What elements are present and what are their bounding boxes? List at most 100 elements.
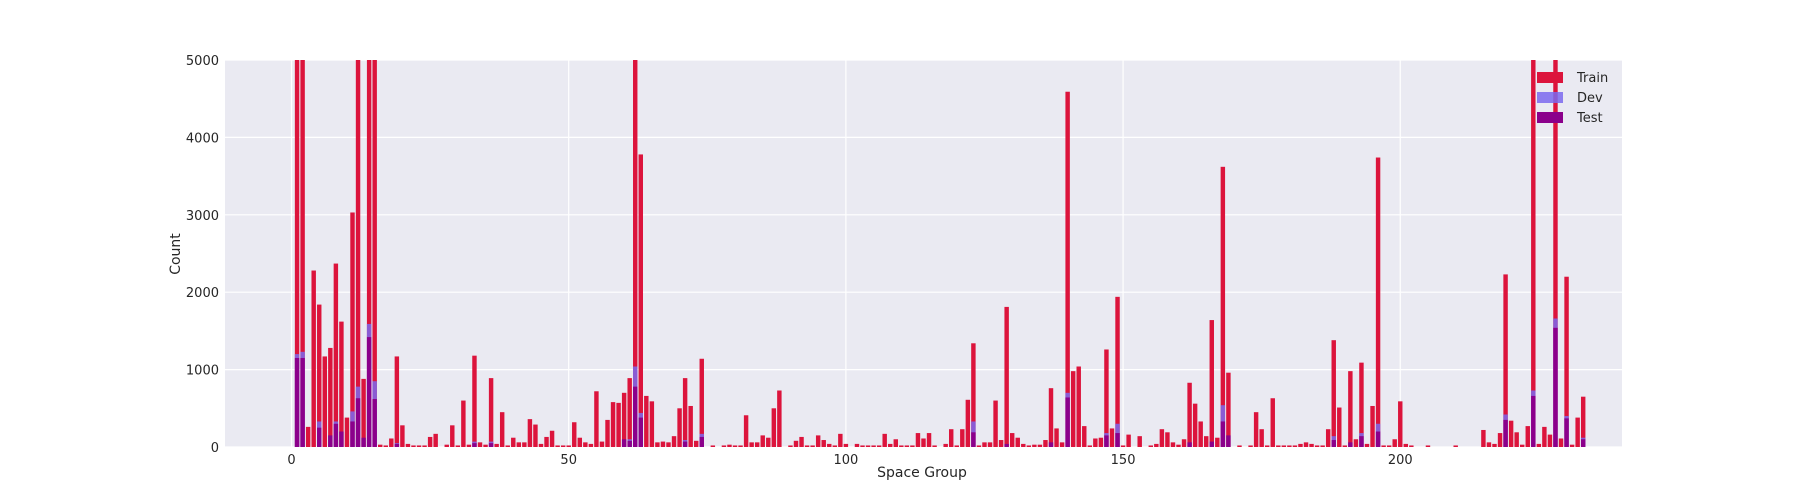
- test-bar: [366, 337, 372, 447]
- train-bar: [1070, 371, 1076, 447]
- train-bar: [477, 442, 483, 447]
- train-bar: [882, 433, 887, 447]
- train-bar: [1547, 434, 1553, 447]
- train-bar: [411, 445, 416, 447]
- train-bar: [444, 444, 449, 447]
- x-tick-label: 0: [287, 453, 295, 468]
- test-bar: [339, 431, 344, 447]
- train-bar: [1575, 417, 1580, 447]
- train-bar: [333, 263, 339, 447]
- x-tick-label: 50: [560, 453, 577, 468]
- train-bar: [433, 433, 438, 447]
- train-bar: [1126, 434, 1131, 447]
- test-bar: [633, 386, 638, 447]
- train-bar: [1542, 426, 1547, 447]
- train-bar: [965, 399, 971, 447]
- train-bar: [1564, 276, 1569, 447]
- train-bar: [832, 445, 838, 447]
- train-bar: [566, 445, 571, 447]
- train-bar: [893, 439, 898, 447]
- train-bar: [1093, 438, 1098, 447]
- train-bar: [1281, 445, 1287, 447]
- train-bar: [760, 435, 765, 447]
- test-bar: [333, 423, 339, 447]
- train-bar: [738, 445, 743, 447]
- train-bar: [422, 445, 427, 447]
- train-bar: [910, 445, 915, 447]
- train-bar: [549, 430, 555, 447]
- train-bar: [666, 442, 671, 447]
- y-tick-label: 5000: [186, 54, 219, 69]
- legend-swatch-test: [1537, 112, 1563, 123]
- train-bar: [1237, 445, 1242, 447]
- train-bar: [827, 443, 832, 447]
- train-bar: [1065, 91, 1070, 447]
- legend-swatch-dev: [1537, 92, 1563, 103]
- train-bar: [483, 444, 488, 447]
- test-bar: [1187, 442, 1192, 447]
- train-bar: [754, 442, 760, 447]
- y-tick-label: 4000: [186, 131, 219, 146]
- train-bar: [1248, 445, 1253, 447]
- train-bar: [366, 60, 372, 447]
- x-tick-label: 150: [1111, 453, 1136, 468]
- train-bar: [871, 445, 876, 447]
- train-bar: [610, 402, 616, 447]
- train-bar: [1481, 429, 1486, 447]
- train-bar: [350, 212, 355, 447]
- train-bar: [954, 445, 959, 447]
- train-bar: [599, 441, 605, 447]
- train-bar: [1059, 442, 1065, 447]
- x-axis-ticks: 0 50 100 150 200: [287, 453, 1412, 468]
- train-bar: [649, 401, 655, 447]
- train-bar: [1176, 444, 1181, 447]
- train-bar: [405, 443, 411, 447]
- train-bar: [522, 442, 527, 447]
- train-bar: [1303, 442, 1309, 447]
- train-bar: [472, 355, 477, 447]
- train-bar: [838, 433, 843, 447]
- test-bar: [1065, 397, 1070, 447]
- train-bar: [461, 400, 466, 447]
- train-bar: [1292, 445, 1298, 447]
- train-bar: [344, 417, 350, 447]
- test-bar: [294, 357, 300, 447]
- train-bar: [499, 412, 505, 447]
- train-bar: [677, 408, 682, 447]
- train-bar: [1531, 60, 1536, 447]
- train-bar: [1342, 445, 1348, 447]
- y-tick-label: 0: [211, 441, 219, 456]
- train-bar: [788, 445, 793, 447]
- train-bar: [1032, 444, 1037, 447]
- train-bar: [899, 445, 904, 447]
- train-bar: [860, 445, 865, 447]
- train-bar: [300, 60, 305, 447]
- test-bar: [627, 440, 632, 447]
- train-bar: [1287, 445, 1292, 447]
- test-bar: [1564, 418, 1569, 447]
- train-bar: [904, 445, 910, 447]
- train-bar: [682, 378, 688, 447]
- train-bar: [294, 60, 300, 447]
- legend-label-test: Test: [1576, 111, 1603, 126]
- train-bar: [1486, 442, 1492, 447]
- train-bar: [583, 442, 588, 447]
- train-bar: [511, 437, 516, 447]
- train-bar: [1048, 388, 1054, 447]
- train-bar: [494, 443, 499, 447]
- train-bar: [544, 436, 549, 447]
- test-bar: [1220, 421, 1226, 447]
- train-bar: [1403, 443, 1409, 447]
- train-bar: [1098, 437, 1104, 447]
- train-bar: [976, 445, 982, 447]
- train-bar: [810, 445, 815, 447]
- train-bar: [538, 443, 544, 447]
- train-bar: [1325, 429, 1331, 447]
- train-bar: [355, 60, 361, 447]
- train-bar: [960, 429, 965, 447]
- train-bar: [1381, 445, 1386, 447]
- train-bar: [1043, 440, 1048, 447]
- train-bar: [727, 444, 732, 447]
- train-bar: [378, 444, 383, 447]
- train-bar: [821, 440, 826, 447]
